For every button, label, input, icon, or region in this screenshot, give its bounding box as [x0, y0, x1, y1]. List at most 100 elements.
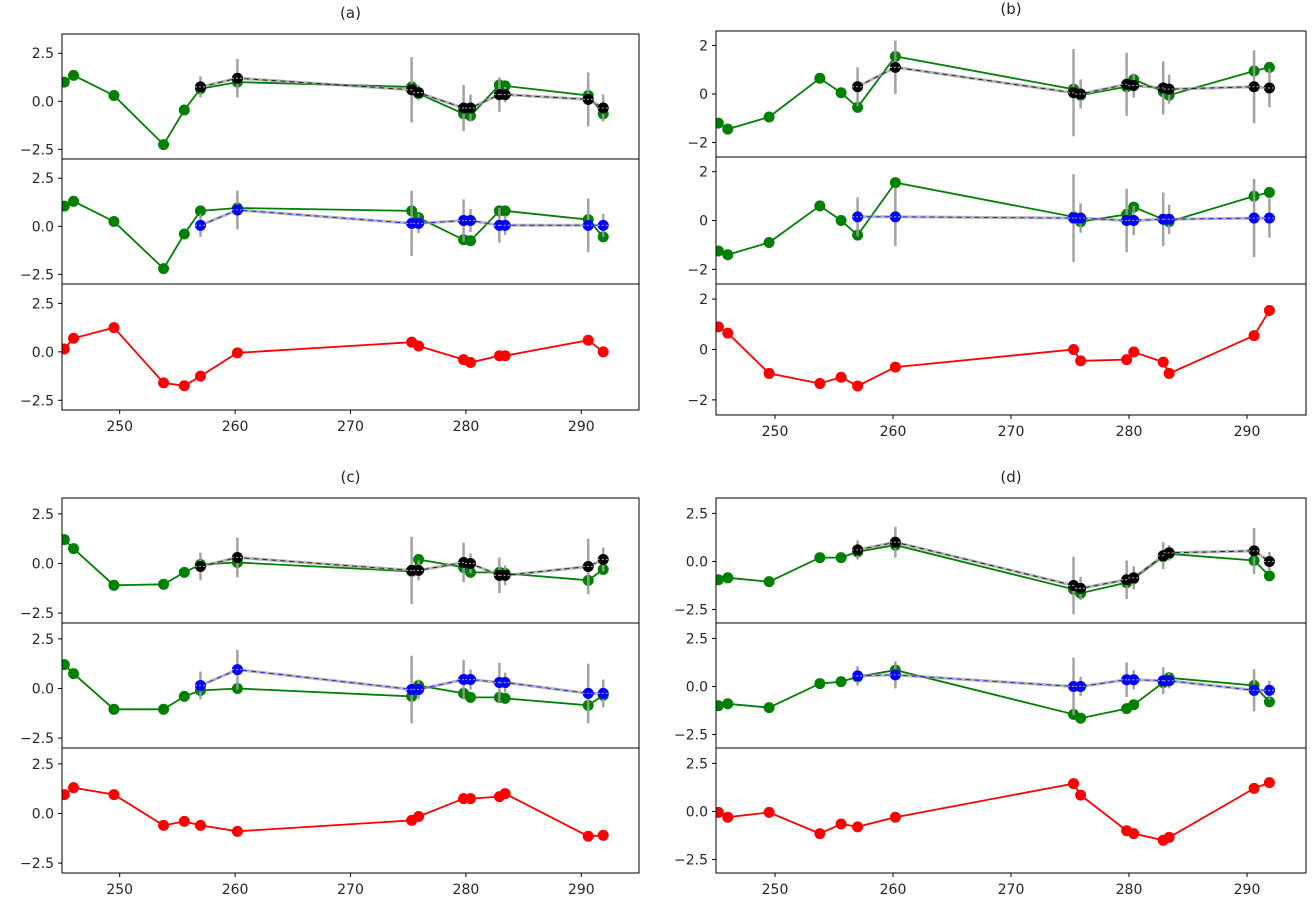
- data-point: [716, 245, 724, 257]
- data-point: [194, 370, 206, 382]
- data-point: [465, 691, 477, 703]
- data-point: [178, 380, 190, 392]
- y-tick-label: −2: [687, 135, 708, 151]
- data-point: [722, 123, 734, 135]
- panel-c-3: −2.5 0.0 2.5: [20, 747, 640, 874]
- panel-data: [62, 649, 609, 724]
- series-black: [194, 57, 609, 132]
- data-point: [852, 380, 864, 392]
- data-point: [722, 811, 734, 823]
- x-tick-label: 250: [762, 424, 789, 440]
- data-point: [722, 698, 734, 710]
- y-tick-label: −2.5: [20, 142, 54, 158]
- series-red: [62, 322, 609, 392]
- data-point: [499, 788, 511, 800]
- y-tick-label: 2.5: [32, 757, 54, 773]
- chart-title: (b): [1000, 0, 1021, 18]
- data-point: [68, 668, 80, 680]
- data-point: [1263, 777, 1275, 789]
- x-axis: 250 260 270 280 290: [762, 873, 1260, 898]
- data-point: [499, 205, 511, 217]
- panel-data: [716, 526, 1275, 615]
- data-point: [582, 334, 594, 346]
- data-point: [108, 789, 120, 801]
- panel-a-1: −2.5 0.0 2.5: [20, 33, 640, 160]
- data-point: [716, 117, 724, 129]
- panel-data: [62, 190, 609, 275]
- data-point: [108, 579, 120, 591]
- series-red: [716, 777, 1275, 846]
- x-tick-label: 290: [568, 882, 595, 898]
- y-tick-label: 2.5: [32, 507, 54, 523]
- x-tick-label: 270: [998, 424, 1025, 440]
- y-tick-label: 0.0: [32, 806, 54, 822]
- data-point: [62, 343, 70, 355]
- data-point: [582, 830, 594, 842]
- data-point: [62, 534, 70, 546]
- y-tick-label: 0.0: [32, 219, 54, 235]
- data-point: [1128, 346, 1140, 358]
- data-point: [835, 371, 847, 383]
- data-point: [413, 554, 425, 566]
- panel-b-3: −2 0 2: [687, 283, 1307, 416]
- x-tick-label: 280: [1116, 424, 1143, 440]
- data-point: [194, 819, 206, 831]
- panel-data: [716, 304, 1275, 392]
- series-blue: [194, 190, 609, 257]
- data-point: [68, 782, 80, 794]
- data-point: [835, 552, 847, 564]
- data-point: [722, 249, 734, 261]
- data-point: [1157, 356, 1169, 368]
- y-tick-label: 2: [699, 292, 708, 308]
- panel-d-1: −2.5 0.0 2.5: [674, 497, 1307, 624]
- data-point: [62, 200, 70, 212]
- x-tick-label: 250: [106, 419, 133, 435]
- y-tick-label: −2: [687, 393, 708, 409]
- data-point: [1075, 712, 1087, 724]
- y-tick-label: 2.5: [686, 506, 708, 522]
- data-point: [413, 810, 425, 822]
- y-tick-label: 0.0: [32, 345, 54, 361]
- data-point: [178, 566, 190, 578]
- data-point: [763, 111, 775, 123]
- data-point: [1248, 782, 1260, 794]
- data-point: [716, 700, 724, 712]
- panel-data: [62, 322, 609, 392]
- x-tick-label: 260: [222, 882, 249, 898]
- data-point: [1263, 186, 1275, 198]
- chart-b: (b) −2 0 2 −2 0 2 −2 0 2 250 260 270 280 290: [687, 0, 1307, 440]
- series-blue: [852, 657, 1275, 716]
- data-point: [597, 346, 609, 358]
- series-blue: [194, 649, 609, 724]
- data-point: [1163, 367, 1175, 379]
- y-tick-label: −2.5: [20, 267, 54, 283]
- panel-data: [716, 657, 1275, 724]
- panel-data: [716, 777, 1275, 846]
- x-tick-label: 290: [1234, 424, 1261, 440]
- data-point: [1163, 831, 1175, 843]
- data-point: [814, 828, 826, 840]
- panel-data: [62, 534, 609, 605]
- data-point: [1263, 61, 1275, 73]
- series-black: [852, 40, 1275, 137]
- data-point: [499, 350, 511, 362]
- data-point: [108, 322, 120, 334]
- data-point: [814, 678, 826, 690]
- y-tick-label: 2: [699, 39, 708, 55]
- data-point: [108, 216, 120, 227]
- x-tick-label: 270: [337, 882, 364, 898]
- series-blue: [852, 174, 1275, 263]
- data-point: [1128, 828, 1140, 840]
- x-tick-label: 290: [568, 419, 595, 435]
- data-point: [178, 815, 190, 827]
- chart-title: (c): [341, 468, 361, 486]
- data-point: [763, 806, 775, 818]
- data-point: [835, 87, 847, 99]
- data-point: [889, 811, 901, 823]
- data-point: [158, 819, 170, 831]
- y-tick-label: 0.0: [686, 679, 708, 695]
- data-point: [1075, 789, 1087, 801]
